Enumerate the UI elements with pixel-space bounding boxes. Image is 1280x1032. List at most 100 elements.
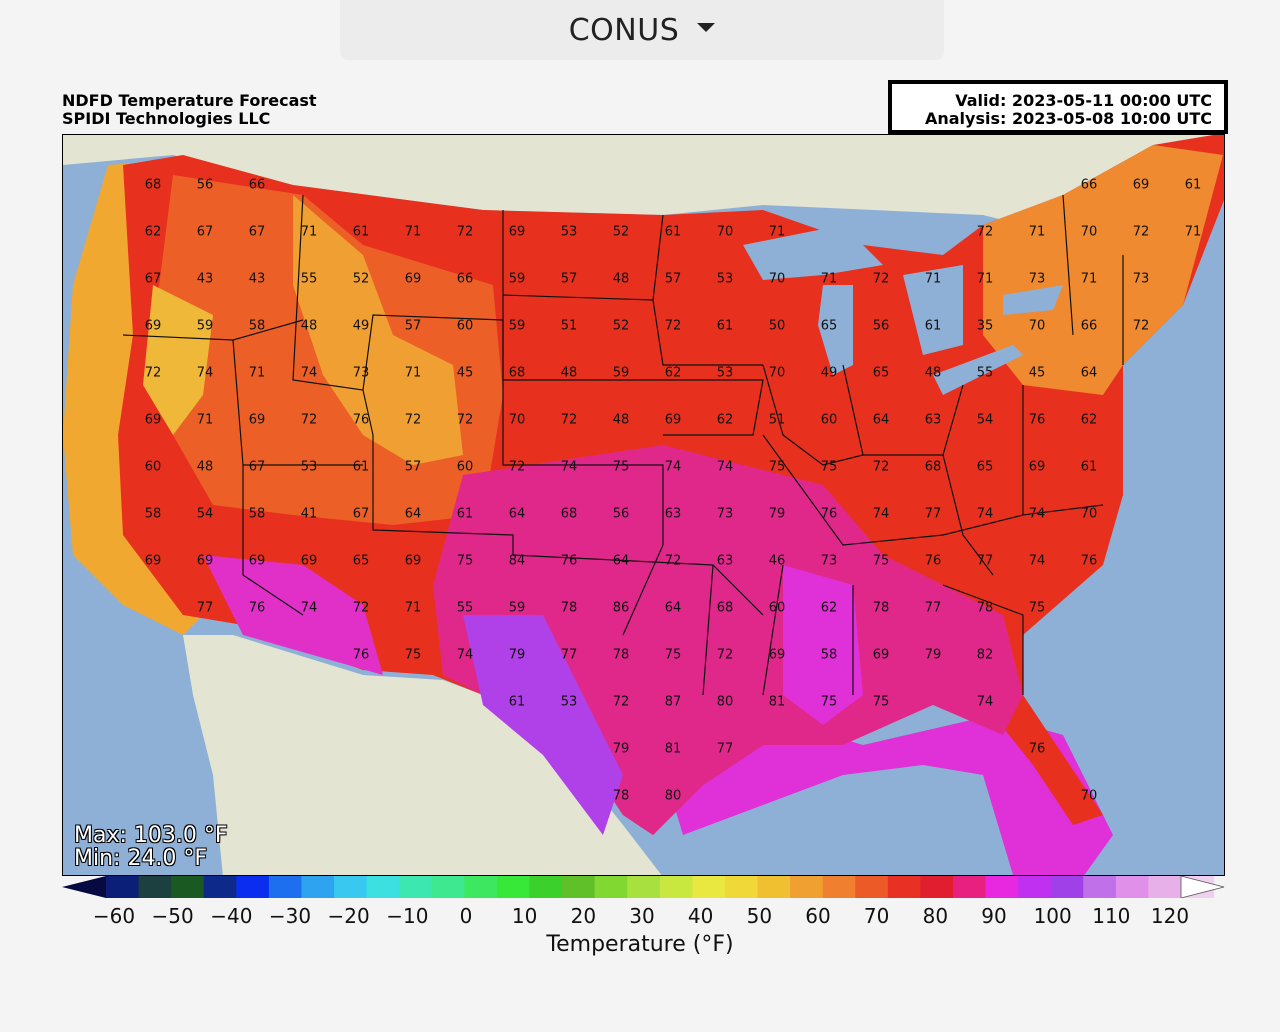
colorbar-segment bbox=[594, 876, 628, 898]
station-value: 71 bbox=[300, 224, 318, 240]
analysis-time: Analysis: 2023-05-08 10:00 UTC bbox=[924, 109, 1212, 128]
station-value: 74 bbox=[456, 647, 474, 663]
rockies-cool-region bbox=[293, 195, 463, 465]
station-value: 45 bbox=[456, 365, 474, 381]
station-value: 69 bbox=[508, 224, 526, 240]
colorbar-segment bbox=[659, 876, 693, 898]
colorbar bbox=[62, 876, 1225, 898]
station-value: 77 bbox=[560, 647, 578, 663]
station-value: 69 bbox=[404, 553, 422, 569]
station-value: 76 bbox=[820, 506, 838, 522]
station-value: 51 bbox=[768, 412, 786, 428]
station-value: 72 bbox=[1132, 224, 1150, 240]
station-value: 70 bbox=[1080, 224, 1098, 240]
station-value: 62 bbox=[716, 412, 734, 428]
station-value: 35 bbox=[976, 318, 994, 334]
station-value: 59 bbox=[508, 600, 526, 616]
station-value: 71 bbox=[404, 600, 422, 616]
station-value: 73 bbox=[716, 506, 734, 522]
station-value: 74 bbox=[1028, 553, 1046, 569]
station-value: 62 bbox=[664, 365, 682, 381]
station-value: 72 bbox=[144, 365, 162, 381]
station-value: 79 bbox=[612, 741, 630, 757]
station-value: 70 bbox=[1080, 506, 1098, 522]
station-value: 69 bbox=[144, 412, 162, 428]
station-value: 59 bbox=[508, 318, 526, 334]
station-value: 55 bbox=[976, 365, 994, 381]
station-value: 69 bbox=[144, 318, 162, 334]
station-value: 71 bbox=[1028, 224, 1046, 240]
station-value: 73 bbox=[820, 553, 838, 569]
station-value: 76 bbox=[352, 412, 370, 428]
station-value: 63 bbox=[924, 412, 942, 428]
station-value: 69 bbox=[768, 647, 786, 663]
station-value: 70 bbox=[716, 224, 734, 240]
station-value: 62 bbox=[144, 224, 162, 240]
station-value: 64 bbox=[508, 506, 526, 522]
colorbar-tick-label: 70 bbox=[863, 904, 890, 928]
colorbar-segment bbox=[366, 876, 400, 898]
station-value: 86 bbox=[612, 600, 630, 616]
colorbar-extend-high bbox=[1180, 876, 1225, 898]
state-boundaries bbox=[122, 194, 1124, 696]
station-value: 70 bbox=[508, 412, 526, 428]
colorbar-segment bbox=[431, 876, 465, 898]
station-value: 66 bbox=[248, 177, 266, 193]
station-value: 75 bbox=[1028, 600, 1046, 616]
colorbar-segment bbox=[562, 876, 596, 898]
colorbar-tick-label: −10 bbox=[386, 904, 429, 928]
gulf-band bbox=[653, 715, 1113, 875]
station-value: 57 bbox=[404, 459, 422, 475]
colorbar-tick-label: −20 bbox=[327, 904, 370, 928]
colorbar-segment bbox=[496, 876, 531, 898]
station-value: 41 bbox=[300, 506, 318, 522]
station-value: 77 bbox=[924, 506, 942, 522]
station-value: 72 bbox=[352, 600, 370, 616]
station-value: 49 bbox=[352, 318, 370, 334]
station-value: 74 bbox=[1028, 506, 1046, 522]
station-value: 72 bbox=[716, 647, 734, 663]
station-value: 73 bbox=[1132, 271, 1150, 287]
station-value: 77 bbox=[716, 741, 734, 757]
station-value: 80 bbox=[716, 694, 734, 710]
station-value: 58 bbox=[248, 318, 266, 334]
station-value: 74 bbox=[300, 365, 318, 381]
stats-box: Max: 103.0 °F Min: 24.0 °F bbox=[74, 824, 228, 870]
station-value: 60 bbox=[144, 459, 162, 475]
colorbar-segment bbox=[529, 876, 563, 898]
station-value: 72 bbox=[300, 412, 318, 428]
station-value: 69 bbox=[872, 647, 890, 663]
colorbar-segment bbox=[757, 876, 791, 898]
station-value: 69 bbox=[404, 271, 422, 287]
colorbar-tick-label: −60 bbox=[92, 904, 136, 928]
station-value: 82 bbox=[976, 647, 994, 663]
station-value: 60 bbox=[768, 600, 786, 616]
colorbar-tick-label: 10 bbox=[511, 904, 538, 928]
station-value: 60 bbox=[456, 459, 474, 475]
station-value: 72 bbox=[664, 553, 682, 569]
station-value: 53 bbox=[560, 224, 578, 240]
station-value: 74 bbox=[300, 600, 318, 616]
colorbar-segment bbox=[952, 876, 987, 898]
station-value: 55 bbox=[300, 271, 318, 287]
station-value: 53 bbox=[716, 271, 734, 287]
colorbar-tick-label: 90 bbox=[981, 904, 1007, 928]
station-value: 77 bbox=[196, 600, 214, 616]
colorbar-segment bbox=[627, 876, 661, 898]
station-value: 71 bbox=[976, 271, 994, 287]
station-value: 59 bbox=[196, 318, 214, 334]
station-value: 68 bbox=[924, 459, 942, 475]
station-value: 63 bbox=[664, 506, 682, 522]
station-value: 74 bbox=[872, 506, 890, 522]
station-value: 75 bbox=[820, 459, 838, 475]
station-value: 70 bbox=[768, 271, 786, 287]
colorbar-segment bbox=[1018, 876, 1052, 898]
station-value: 43 bbox=[196, 271, 214, 287]
station-value: 71 bbox=[924, 271, 942, 287]
region-dropdown[interactable]: CONUS bbox=[340, 0, 944, 60]
colorbar-tick-label: 0 bbox=[459, 904, 473, 928]
station-value: 52 bbox=[352, 271, 370, 287]
colorbar-tick-label: 40 bbox=[687, 904, 714, 928]
station-value: 71 bbox=[768, 224, 786, 240]
canada-land bbox=[63, 135, 1224, 235]
